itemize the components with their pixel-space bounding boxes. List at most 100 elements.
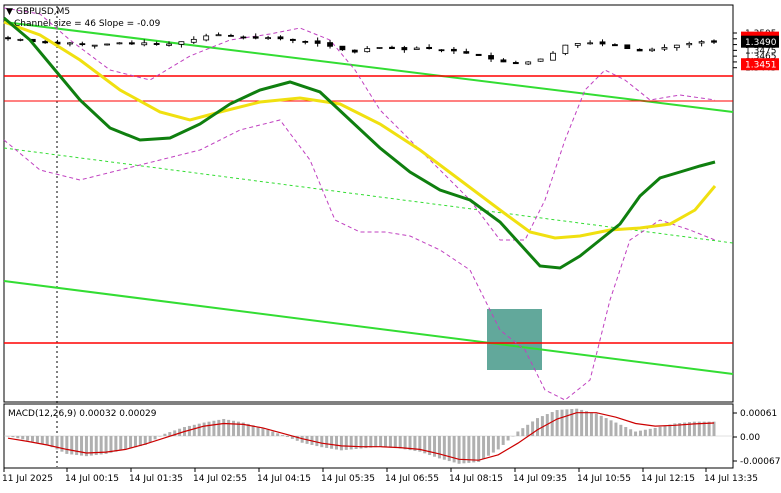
- macd-bar: [707, 421, 711, 436]
- macd-bar: [50, 436, 54, 448]
- candle: [463, 48, 470, 54]
- macd-bar: [683, 422, 687, 436]
- macd-bar: [232, 420, 236, 436]
- macd-bar: [187, 425, 191, 436]
- candlestick-series: [5, 32, 717, 66]
- macd-bar: [129, 436, 133, 449]
- macd-bar: [11, 436, 15, 438]
- macd-bar: [55, 436, 59, 450]
- candle: [612, 43, 618, 47]
- envelope-bands: [3, 7, 716, 401]
- macd-bar: [629, 429, 633, 436]
- macd-bar: [550, 412, 554, 436]
- macd-bar: [506, 436, 510, 441]
- macd-bar: [359, 436, 363, 449]
- channel-middle-line: [3, 147, 734, 244]
- macd-bar: [501, 436, 505, 445]
- main-chart-frame[interactable]: [3, 4, 734, 403]
- regression-channel: [3, 21, 734, 375]
- macd-bar: [354, 436, 358, 449]
- macd-bar: [697, 421, 701, 436]
- candle: [141, 39, 148, 47]
- macd-bar: [26, 436, 30, 441]
- candle: [190, 36, 197, 44]
- macd-bar: [521, 428, 525, 436]
- macd-bar: [349, 436, 353, 450]
- candle: [265, 35, 272, 40]
- macd-label: MACD(12,26,9) 0.00032 0.00029: [8, 409, 157, 419]
- macd-bar: [496, 436, 500, 450]
- macd-bar: [619, 424, 623, 436]
- candle: [500, 58, 507, 63]
- macd-bar: [555, 410, 559, 436]
- macd-bar: [442, 436, 446, 460]
- candle: [636, 48, 643, 52]
- candle: [550, 51, 556, 61]
- macd-bar: [65, 436, 69, 454]
- macd-axis: 0.00061 0.00 -0.00067: [733, 409, 780, 467]
- time-tick-label: 14 Jul 00:15: [65, 474, 119, 484]
- macd-bar: [168, 432, 172, 436]
- chart-menu-icon[interactable]: ▼: [6, 7, 13, 17]
- macd-bar: [692, 421, 696, 436]
- macd-bar: [315, 436, 319, 447]
- candle: [302, 40, 309, 45]
- candle: [525, 61, 532, 66]
- macd-bar: [227, 419, 231, 436]
- macd-bar: [45, 436, 49, 445]
- macd-bar: [477, 436, 481, 462]
- macd-bar: [403, 436, 407, 450]
- macd-bar: [634, 431, 638, 436]
- macd-bar: [148, 436, 152, 443]
- macd-bar: [457, 436, 461, 464]
- macd-bar: [261, 427, 265, 436]
- macd-bar: [94, 436, 98, 456]
- macd-bar: [75, 436, 79, 456]
- macd-bar: [104, 436, 108, 454]
- macd-bar: [536, 418, 539, 436]
- macd-bar: [6, 436, 10, 437]
- highlight-zone: [487, 309, 542, 370]
- macd-bar: [114, 436, 118, 452]
- macd-bar: [467, 436, 471, 463]
- macd-bar: [585, 411, 589, 436]
- macd-bar: [379, 436, 383, 447]
- time-tick-label: 14 Jul 02:55: [193, 474, 247, 484]
- macd-bar: [70, 436, 74, 455]
- channel-upper-line: [3, 21, 734, 113]
- candle: [624, 44, 631, 50]
- candle: [215, 32, 222, 37]
- macd-bar: [369, 436, 373, 448]
- candle: [537, 58, 544, 62]
- macd-bar: [575, 408, 579, 436]
- candle: [488, 52, 494, 62]
- macd-bar: [516, 431, 520, 436]
- candle: [649, 47, 655, 53]
- candle: [438, 49, 445, 53]
- candle: [240, 35, 247, 40]
- macd-bar: [663, 425, 667, 436]
- macd-bar: [374, 436, 378, 448]
- macd-bar: [580, 409, 584, 436]
- macd-bar: [330, 436, 334, 449]
- candle: [339, 45, 346, 51]
- candle: [104, 43, 110, 46]
- candle: [426, 44, 433, 50]
- macd-bar: [256, 426, 260, 436]
- macd-bar: [526, 424, 530, 436]
- time-tick-label: 14 Jul 01:35: [129, 474, 183, 484]
- candle: [364, 46, 371, 53]
- macd-bar: [300, 436, 304, 443]
- macd-bar: [84, 436, 88, 457]
- macd-bar: [133, 436, 137, 448]
- macd-bar: [437, 436, 441, 459]
- ma-slow-line: [3, 20, 717, 240]
- svg-text:1.3451: 1.3451: [745, 61, 777, 71]
- time-tick-label: 14 Jul 10:55: [577, 474, 631, 484]
- macd-bar: [413, 436, 417, 451]
- macd-bar: [638, 430, 642, 436]
- macd-bar: [594, 413, 598, 436]
- candle: [686, 41, 693, 48]
